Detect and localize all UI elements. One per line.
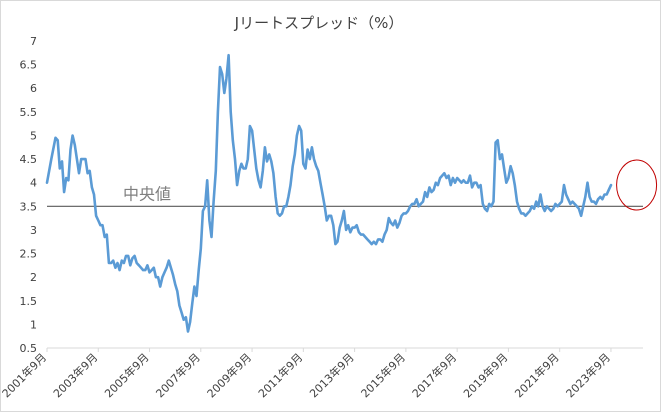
x-tick-label: 2009年9月 — [204, 350, 254, 400]
x-tick-label: 2011年9月 — [255, 350, 305, 400]
y-tick-label: 6 — [30, 82, 37, 95]
x-tick-label: 2003年9月 — [50, 350, 100, 400]
x-tick-label: 2021年9月 — [512, 350, 562, 400]
y-tick-label: 4 — [30, 177, 37, 190]
x-tick-label: 2013年9月 — [307, 350, 357, 400]
x-tick-label: 2017年9月 — [409, 350, 459, 400]
y-tick-label: 1 — [30, 318, 37, 331]
y-tick-label: 2.5 — [20, 248, 38, 261]
x-tick-label: 2005年9月 — [101, 350, 151, 400]
x-tick-label: 2001年9月 — [1, 350, 49, 400]
y-tick-label: 4.5 — [20, 153, 38, 166]
median-label: 中央値 — [123, 184, 171, 203]
y-tick-label: 0.5 — [20, 342, 38, 355]
y-tick-label: 7 — [30, 35, 37, 48]
y-tick-label: 5 — [30, 129, 37, 142]
y-tick-label: 5.5 — [20, 106, 38, 119]
y-tick-label: 1.5 — [20, 295, 38, 308]
y-tick-label: 2 — [30, 271, 37, 284]
series-layer — [45, 53, 613, 333]
series-line — [45, 53, 613, 333]
y-axis: 7 6.5 6 5.5 5 4.5 4 3.5 3 2.5 2 1.5 1 0.5 — [20, 35, 38, 355]
x-tick-label: 2015年9月 — [358, 350, 408, 400]
x-tick-label: 2007年9月 — [153, 350, 203, 400]
annotation-layer: 中央値 — [123, 159, 658, 211]
x-axis: 2001年9月 2003年9月 2005年9月 2007年9月 2009年9月 2011年… — [1, 347, 643, 400]
y-tick-label: 3.5 — [20, 200, 38, 213]
y-tick-label: 3 — [30, 224, 37, 237]
highlight-ellipse — [616, 159, 658, 211]
chart-title: Jリートスプレッド（%） — [234, 14, 404, 32]
y-tick-label: 6.5 — [20, 59, 38, 72]
x-tick-label: 2023年9月 — [563, 350, 613, 400]
x-tick-label: 2019年9月 — [460, 350, 510, 400]
